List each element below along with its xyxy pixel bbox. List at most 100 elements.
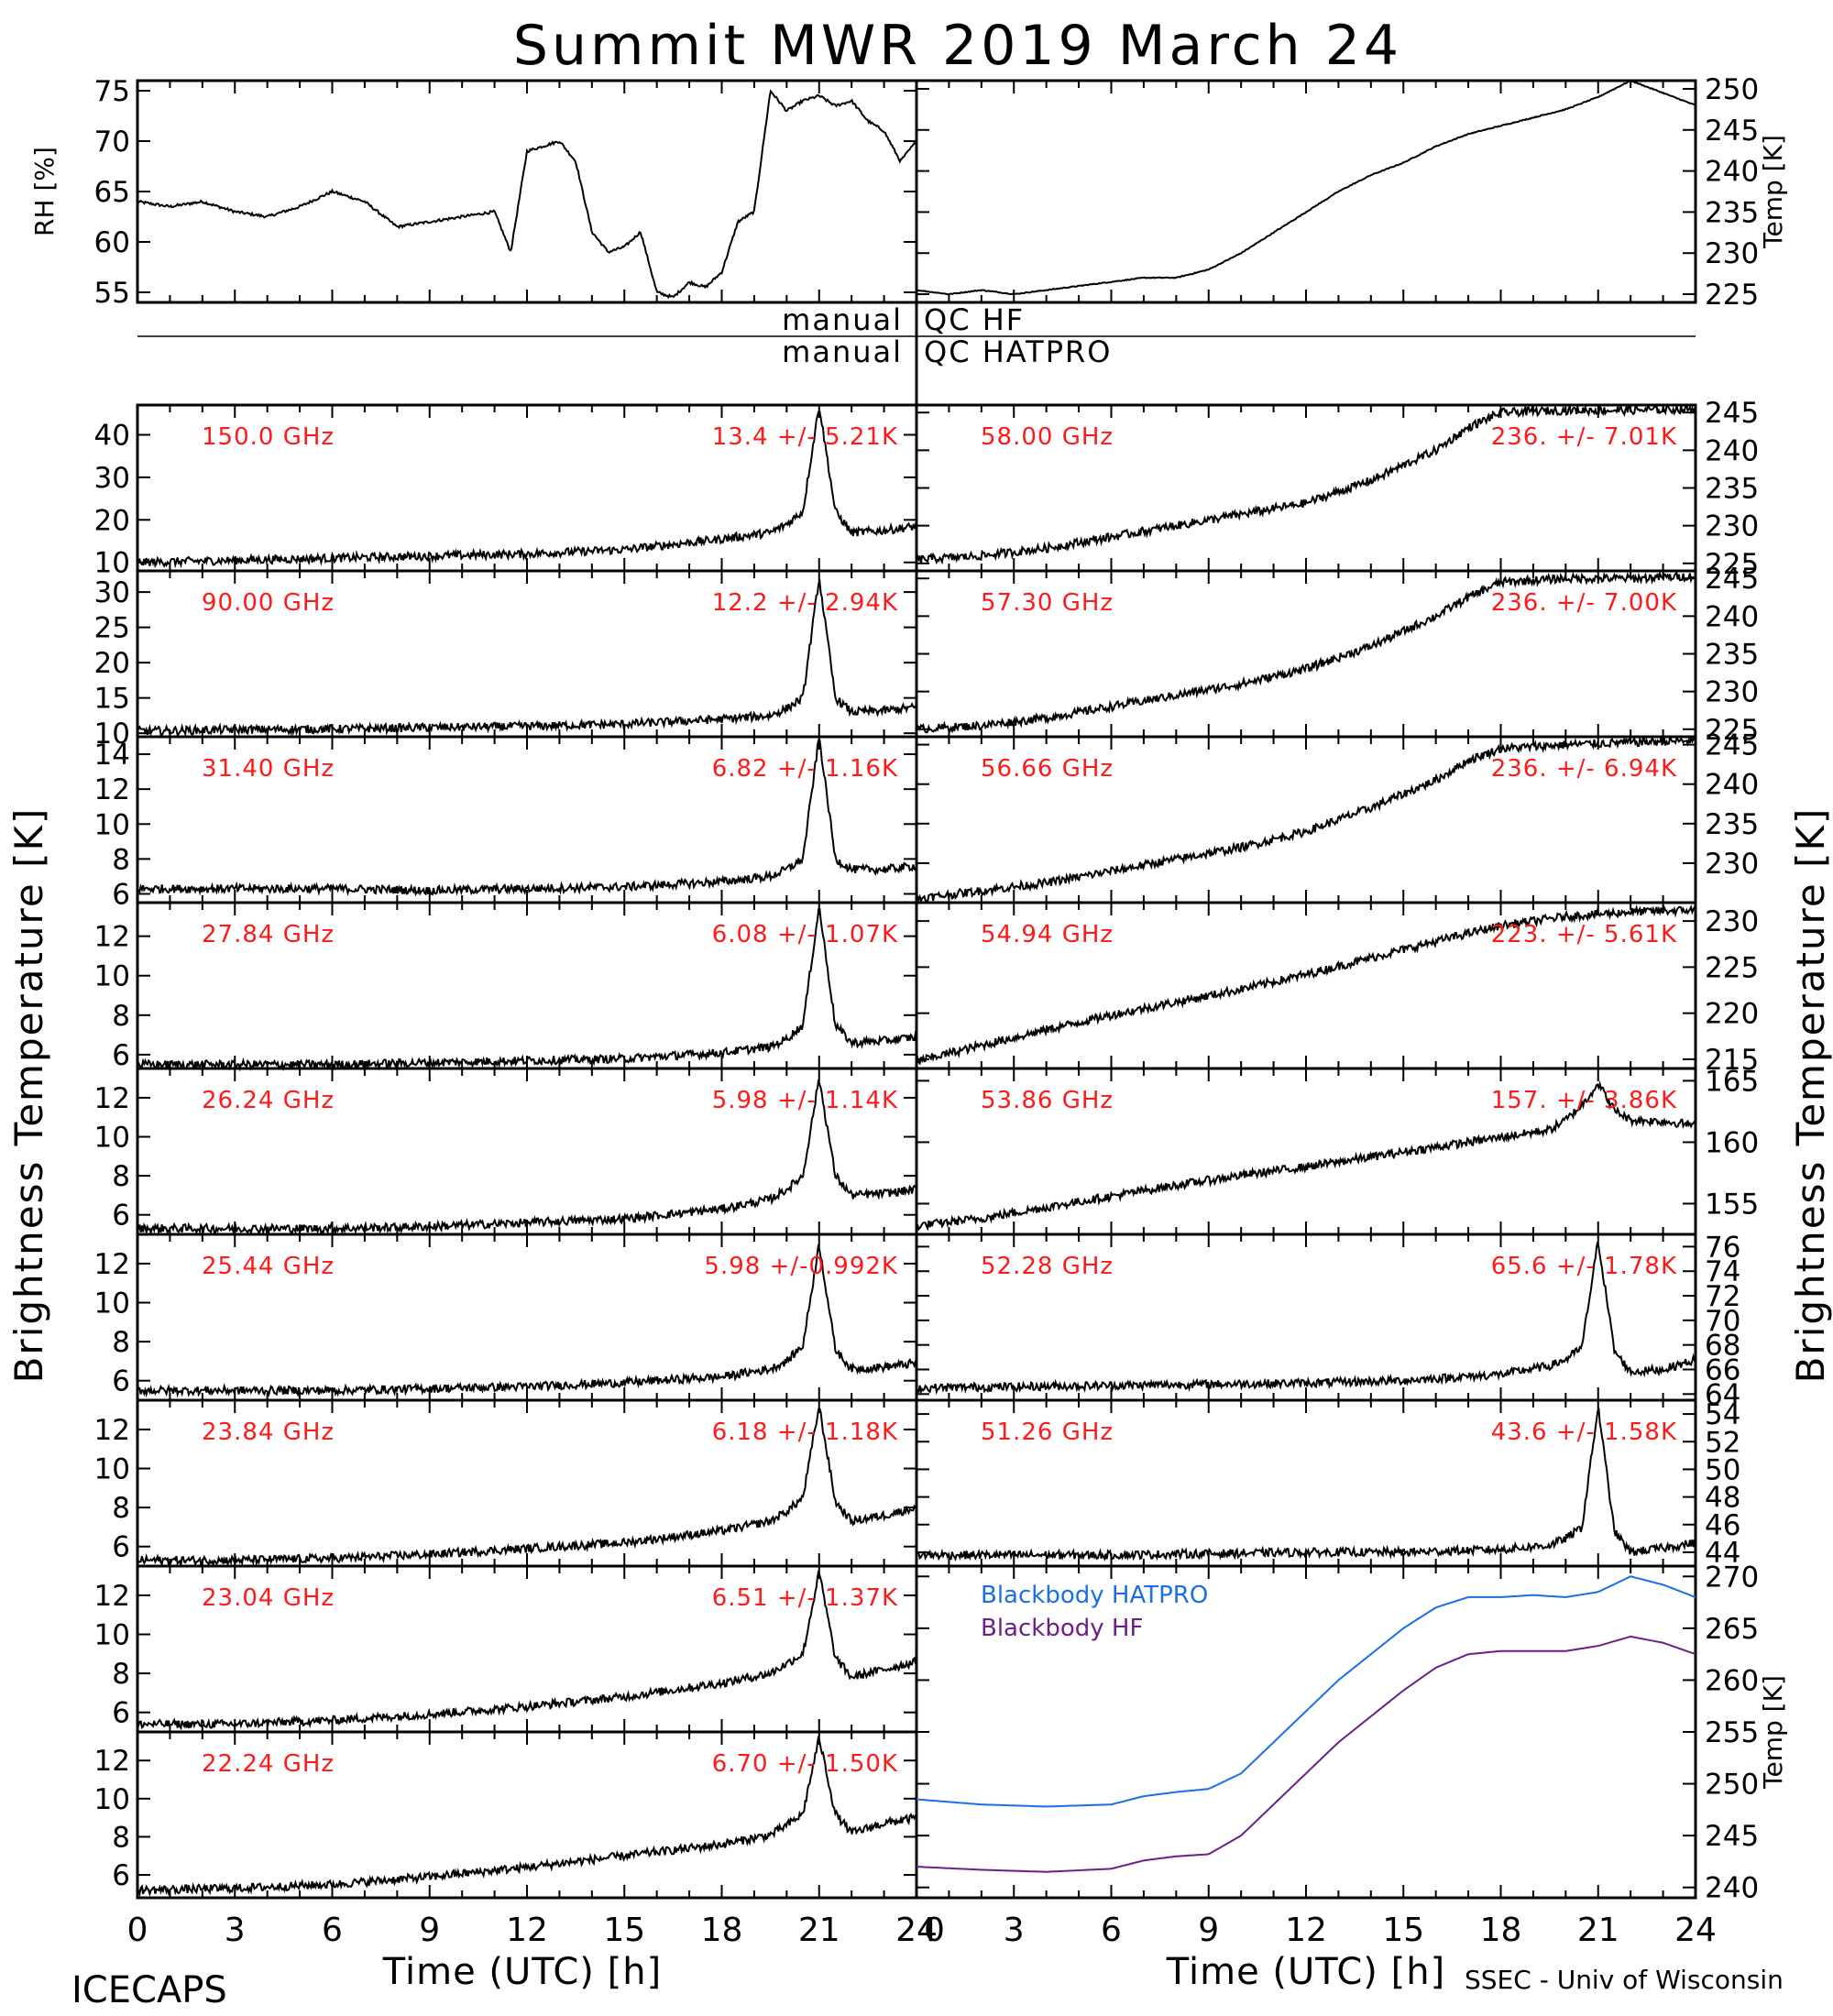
panel-frame [915,79,1697,304]
y-tick-label: 10 [94,718,130,751]
y-tick-label: 12 [94,773,130,806]
right-axis-label: Brightness Temperature [K] [1788,807,1833,1384]
panel-frequency-label: 23.04 GHz [202,1584,335,1612]
y-tick-label: 52 [1705,1426,1740,1459]
panel-frame [136,79,918,304]
y-tick-label: 225 [1705,714,1759,747]
y-tick-label: 10 [94,1783,130,1816]
y-tick-label: 155 [1705,1188,1759,1221]
y-tick-label: 230 [1705,237,1759,270]
y-tick-label: 74 [1705,1255,1740,1288]
y-tick-label: 8 [112,1326,130,1359]
y-tick-label: 12 [94,1414,130,1447]
y-tick-label: 30 [94,576,130,609]
y-tick-label: 230 [1705,848,1759,881]
legend-entry: Blackbody HATPRO [981,1582,1208,1609]
panel-frequency-label: 150.0 GHz [202,423,335,451]
y-tick-label: 6 [112,1859,130,1892]
panel-stats-label: 6.70 +/- 1.50K [712,1750,898,1778]
y-axis-label: Temp [K] [1758,1675,1788,1790]
y-tick-label: 10 [94,960,130,993]
x-tick-label: 0 [924,1912,945,1949]
y-tick-label: 235 [1705,196,1759,229]
y-tick-label: 225 [1705,951,1759,984]
panel-frequency-label: 27.84 GHz [202,921,335,948]
panel-frequency-label: 58.00 GHz [981,423,1114,451]
panel-p2544: 6 8 10 12 25.44 GHz 5.98 +/-0.992K [94,1233,918,1402]
y-tick-label: 46 [1705,1509,1740,1542]
y-tick-label: 260 [1705,1664,1759,1697]
panel-frequency-label: 57.30 GHz [981,589,1114,617]
panel-bb: 240 245 250 255 260 265 270 Temp [K] Blackbody H… [915,1561,1788,1905]
panel-stats-label: 65.6 +/- 1.78K [1491,1253,1677,1280]
series-line [137,578,917,738]
y-tick-label: 75 [94,75,130,108]
y-tick-label: 10 [94,1453,130,1486]
y-tick-label: 10 [94,1287,130,1320]
panel-p2784: 6 8 10 12 27.84 GHz 6.08 +/- 1.07K [94,901,918,1072]
series-line [916,570,1696,734]
series-line [916,904,1696,1066]
panel-p5494: 215 220 225 230 54.94 GHz 223. +/- 5.61K [915,901,1759,1077]
y-tick-label: 240 [1705,156,1759,189]
footer-right: SSEC - Univ of Wisconsin [1465,1965,1784,1995]
y-tick-label: 6 [112,1365,130,1398]
x-tick-label: 18 [1480,1912,1522,1949]
x-tick-label: 3 [225,1912,246,1949]
y-tick-label: 230 [1705,510,1759,543]
panel-p2304: 6 8 10 12 23.04 GHz 6.51 +/- 1.37K [94,1564,918,1734]
x-tick-label: 6 [322,1912,343,1949]
y-tick-label: 70 [94,126,130,159]
panel-p150: 10 20 30 40 150.0 GHz 13.4 +/- 5.21K [94,403,918,580]
panel-stats-label: 6.18 +/- 1.18K [712,1419,898,1446]
y-tick-label: 270 [1705,1561,1759,1594]
qc-hatpro-left: manual [782,334,903,369]
panel-stats-label: 6.08 +/- 1.07K [712,921,898,948]
x-axis: 0 3 6 9 12 15 18 21 24 3 6 9 12 15 18 21 240 [127,1912,1717,1949]
panel-p2624: 6 8 10 12 26.24 GHz 5.98 +/- 1.14K [94,1067,918,1236]
y-tick-label: 20 [94,504,130,537]
y-tick-label: 6 [112,1039,130,1072]
qc-hf-right: QC HF [924,302,1025,337]
y-tick-label: 8 [112,1492,130,1525]
y-tick-label: 68 [1705,1330,1740,1363]
x-tick-label: 12 [1285,1912,1327,1949]
y-tick-label: 10 [94,1122,130,1155]
y-tick-label: 20 [94,647,130,680]
y-tick-label: 8 [112,1821,130,1854]
series-line [916,1080,1696,1232]
x-tick-label: 24 [1674,1912,1717,1949]
y-tick-label: 40 [94,419,130,452]
panel-stats-label: 236. +/- 6.94K [1491,755,1677,783]
y-tick-label: 12 [94,1082,130,1115]
series-line [137,89,917,300]
panel-frequency-label: 23.84 GHz [202,1419,335,1446]
y-tick-label: 235 [1705,473,1759,506]
panel-frequency-label: 25.44 GHz [202,1253,335,1280]
y-tick-label: 70 [1705,1305,1740,1338]
qc-hf-left: manual [782,302,903,337]
x-tick-label: 18 [701,1912,743,1949]
series-line [137,411,917,569]
panel-stats-label: 223. +/- 5.61K [1491,921,1677,948]
y-tick-label: 6 [112,1200,130,1233]
y-tick-label: 8 [112,1658,130,1691]
series-line [916,1242,1696,1396]
panel-stats-label: 236. +/- 7.01K [1491,423,1677,451]
panel-frequency-label: 56.66 GHz [981,755,1114,783]
x-axis-label-left: Time (UTC) [h] [382,1951,662,1993]
left-axis-label: Brightness Temperature [K] [6,807,51,1384]
qc-hatpro-right: QC HATPRO [924,334,1112,369]
y-tick-label: 240 [1705,769,1759,802]
y-tick-label: 220 [1705,998,1759,1031]
series-line [137,1408,917,1568]
footer-left: ICECAPS [71,1969,227,2011]
panel-frequency-label: 53.86 GHz [981,1087,1114,1114]
y-tick-label: 15 [94,683,130,716]
panel-p2384: 6 8 10 12 23.84 GHz 6.18 +/- 1.18K [94,1398,918,1568]
y-tick-label: 235 [1705,639,1759,672]
y-tick-label: 10 [94,1619,130,1652]
panel-stats-label: 12.2 +/- 2.94K [712,589,898,617]
y-axis-label: Temp [K] [1758,135,1788,249]
